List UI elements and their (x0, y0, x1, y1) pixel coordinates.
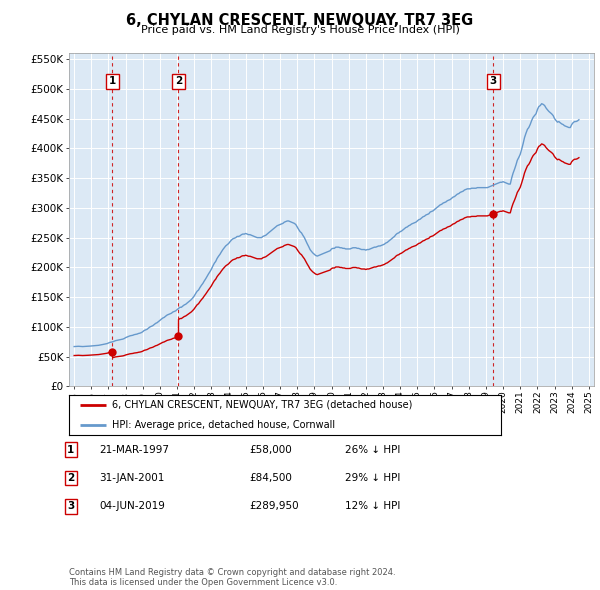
Text: 26% ↓ HPI: 26% ↓ HPI (345, 445, 400, 454)
Text: HPI: Average price, detached house, Cornwall: HPI: Average price, detached house, Corn… (112, 420, 335, 430)
Text: £84,500: £84,500 (249, 473, 292, 483)
Text: 12% ↓ HPI: 12% ↓ HPI (345, 502, 400, 511)
Text: 29% ↓ HPI: 29% ↓ HPI (345, 473, 400, 483)
Text: 3: 3 (67, 502, 74, 511)
Text: 6, CHYLAN CRESCENT, NEWQUAY, TR7 3EG: 6, CHYLAN CRESCENT, NEWQUAY, TR7 3EG (127, 13, 473, 28)
Text: 04-JUN-2019: 04-JUN-2019 (99, 502, 165, 511)
Text: 31-JAN-2001: 31-JAN-2001 (99, 473, 164, 483)
Text: Price paid vs. HM Land Registry's House Price Index (HPI): Price paid vs. HM Land Registry's House … (140, 25, 460, 35)
Text: 6, CHYLAN CRESCENT, NEWQUAY, TR7 3EG (detached house): 6, CHYLAN CRESCENT, NEWQUAY, TR7 3EG (de… (112, 400, 413, 409)
Text: 2: 2 (175, 77, 182, 86)
Text: 2: 2 (67, 473, 74, 483)
Text: Contains HM Land Registry data © Crown copyright and database right 2024.
This d: Contains HM Land Registry data © Crown c… (69, 568, 395, 587)
Text: £58,000: £58,000 (249, 445, 292, 454)
Text: 1: 1 (67, 445, 74, 454)
Text: 1: 1 (109, 77, 116, 86)
Text: £289,950: £289,950 (249, 502, 299, 511)
Text: 21-MAR-1997: 21-MAR-1997 (99, 445, 169, 454)
Text: 3: 3 (490, 77, 497, 86)
